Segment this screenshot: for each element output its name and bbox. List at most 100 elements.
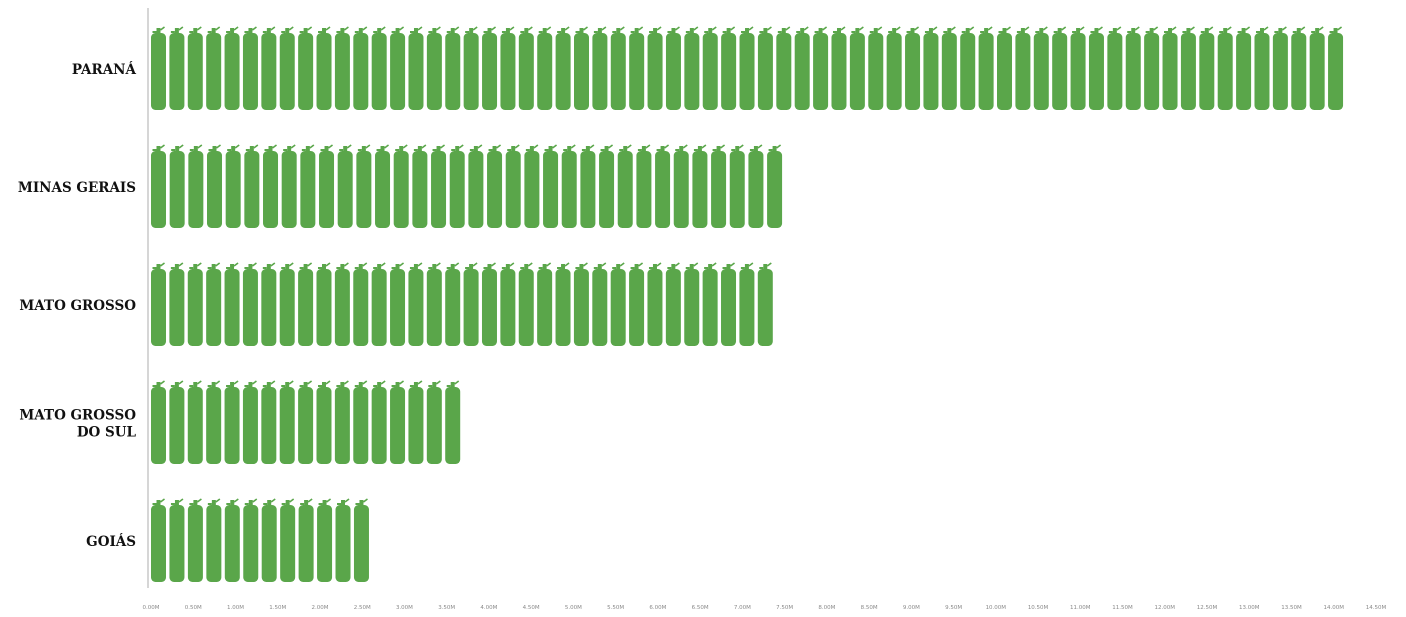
gas-cylinder-icon [371,380,387,464]
gas-cylinder-icon [169,262,185,346]
gas-cylinder-icon [500,262,516,346]
gas-cylinder-icon [574,26,590,110]
gas-cylinder-icon [481,262,497,346]
gas-cylinder-icon [151,498,166,582]
gas-cylinder-icon [261,26,277,110]
gas-cylinder-icon [684,26,700,110]
gas-cylinder-icon [334,380,350,464]
x-tick-label: 3.00M [396,605,413,611]
gas-cylinder-icon [244,144,260,228]
gas-cylinder-icon [1272,26,1288,110]
gas-cylinder-icon [390,26,406,110]
gas-cylinder-icon [629,262,645,346]
gas-cylinder-icon [316,380,332,464]
gas-cylinder-icon [279,380,295,464]
x-tick-label: 11.00M [1070,605,1091,611]
gas-cylinder-icon [721,26,737,110]
x-tick-label: 14.00M [1324,605,1345,611]
gas-cylinder-icon [298,380,314,464]
x-tick-label: 13.50M [1281,605,1302,611]
gas-cylinder-icon [445,26,461,110]
category-label: MATO GROSSO [19,298,136,314]
gas-cylinder-icon [187,498,203,582]
gas-cylinder-icon [408,380,424,464]
bar [151,380,461,464]
x-tick-label: 8.00M [818,605,835,611]
gas-cylinder-icon [1088,26,1104,110]
gas-cylinder-icon [261,380,277,464]
gas-cylinder-icon [505,144,521,228]
gas-cylinder-icon [1217,26,1233,110]
x-tick-label: 14.50M [1366,605,1387,611]
gas-cylinder-icon [390,380,406,464]
gas-cylinder-icon [1291,26,1307,110]
gas-cylinder-icon [206,498,222,582]
gas-cylinder-icon [224,262,240,346]
gas-cylinder-icon [684,262,700,346]
gas-cylinder-icon [1052,26,1068,110]
gas-cylinder-icon [997,26,1013,110]
x-tick-label: 11.50M [1112,605,1133,611]
x-axis-ticks: 0.00M 0.50M 1.00M 1.50M 2.00M 2.50M 3.00M 3.50M… [143,605,1387,611]
gas-cylinder-icon [431,144,447,228]
gas-cylinder-icon [151,380,166,464]
gas-cylinder-icon [1144,26,1160,110]
gas-cylinder-icon [518,262,534,346]
gas-cylinder-icon [702,262,718,346]
x-tick-label: 2.00M [311,605,328,611]
gas-cylinder-icon [334,262,350,346]
bar [151,262,773,346]
gas-cylinder-icon [261,262,277,346]
gas-cylinder-icon [592,262,608,346]
x-tick-label: 4.50M [523,605,540,611]
gas-cylinder-icon [813,26,829,110]
gas-cylinder-icon [353,380,369,464]
gas-cylinder-icon [261,498,277,582]
gas-cylinder-icon [610,26,626,110]
x-tick-label: 7.00M [734,605,751,611]
gas-cylinder-icon [187,262,203,346]
gas-cylinder-icon [647,26,663,110]
gas-cylinder-icon [1162,26,1178,110]
gas-cylinder-icon [941,26,957,110]
x-tick-label: 2.50M [354,605,371,611]
gas-cylinder-icon [187,26,203,110]
gas-cylinder-icon [390,262,406,346]
gas-cylinder-icon [206,262,222,346]
gas-cylinder-icon [580,144,596,228]
gas-cylinder-icon [537,26,553,110]
gas-cylinder-icon [169,144,185,228]
gas-cylinder-icon [739,262,755,346]
gas-cylinder-icon [187,380,203,464]
gas-cylinder-icon [1180,26,1196,110]
gas-cylinder-icon [445,262,461,346]
gas-cylinder-icon [337,144,353,228]
x-tick-label: 12.50M [1197,605,1218,611]
x-tick-label: 6.00M [649,605,666,611]
gas-cylinder-icon [610,262,626,346]
x-tick-label: 1.50M [269,605,286,611]
gas-cylinder-icon [831,26,847,110]
gas-cylinder-icon [655,144,671,228]
gas-cylinder-icon [408,26,424,110]
x-tick-label: 7.50M [776,605,793,611]
gas-cylinder-icon [555,26,571,110]
gas-cylinder-icon [636,144,652,228]
gas-cylinder-icon [776,26,792,110]
gas-cylinder-icon [665,262,681,346]
x-tick-label: 8.50M [861,605,878,611]
gas-cylinder-icon [371,262,387,346]
x-tick-label: 4.00M [480,605,497,611]
gas-cylinder-icon [1033,26,1049,110]
x-tick-label: 1.00M [227,605,244,611]
gas-cylinder-icon [224,380,240,464]
bar [151,498,369,582]
x-tick-label: 0.00M [143,605,160,611]
gas-cylinder-icon [279,26,295,110]
gas-cylinder-icon [207,144,223,228]
category-label: MATO GROSSO DO SUL [19,408,136,441]
gas-cylinder-icon [151,262,166,346]
gas-cylinder-icon [151,144,166,228]
gas-cylinder-icon [243,498,259,582]
gas-cylinder-icon [463,262,479,346]
